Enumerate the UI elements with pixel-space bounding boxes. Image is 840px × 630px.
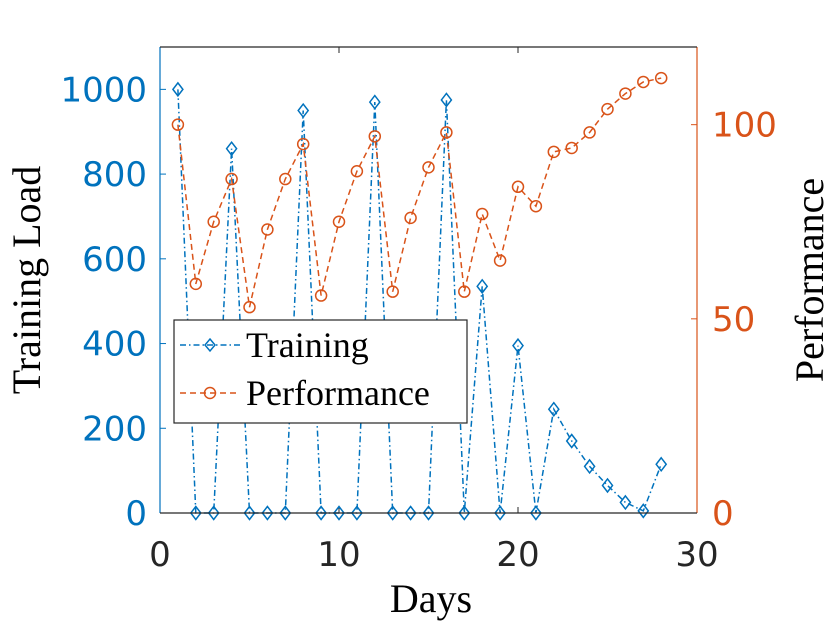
performance-point xyxy=(583,126,596,139)
training-point xyxy=(333,505,345,521)
performance-point xyxy=(529,199,543,213)
performance-point xyxy=(207,215,220,228)
training-point xyxy=(637,503,650,519)
training-point xyxy=(315,505,328,521)
performance-point xyxy=(493,254,507,267)
x-tick-label: 0 xyxy=(149,535,171,575)
legend-performance-label: Performance xyxy=(246,373,430,413)
performance-point xyxy=(404,211,417,225)
y-left-tick-label: 0 xyxy=(125,494,147,534)
y-left-tick-label: 200 xyxy=(82,409,147,449)
performance-point xyxy=(314,289,328,302)
training-point xyxy=(601,477,614,494)
training-point xyxy=(404,505,417,521)
training-point xyxy=(512,337,524,354)
y-left-tick-label: 1000 xyxy=(60,70,147,110)
training-point xyxy=(189,505,202,521)
performance-line xyxy=(177,77,662,308)
x-tick-label: 20 xyxy=(496,535,539,575)
y-axis-left-label: Training Load xyxy=(4,166,49,395)
performance-point xyxy=(565,141,578,155)
legend-performance-marker xyxy=(203,386,217,400)
performance-point xyxy=(440,126,453,139)
training-point xyxy=(440,92,453,108)
performance-point xyxy=(654,71,668,85)
training-point xyxy=(422,505,435,521)
performance-point xyxy=(243,300,256,314)
training-point xyxy=(619,494,632,511)
training-point xyxy=(583,458,596,475)
legend-training-marker xyxy=(204,337,216,353)
y-right-tick-label: 0 xyxy=(712,494,734,534)
y-right-tick-label: 50 xyxy=(712,300,755,340)
performance-point xyxy=(350,165,364,178)
legend-box xyxy=(173,319,468,424)
training-point xyxy=(350,505,363,521)
training-point xyxy=(565,433,578,449)
performance-point xyxy=(225,172,238,186)
performance-point xyxy=(279,172,292,186)
training-point xyxy=(494,505,507,521)
training-point xyxy=(207,505,220,521)
performance-point xyxy=(189,277,203,291)
training-point xyxy=(458,505,471,521)
performance-point xyxy=(458,285,471,298)
performance-point xyxy=(422,161,435,174)
training-point xyxy=(225,140,238,157)
series-layer xyxy=(171,71,668,521)
performance-point xyxy=(475,207,489,221)
legend-training-label: Training xyxy=(246,325,369,365)
training-point xyxy=(529,505,542,521)
y-right-tick-label: 100 xyxy=(712,106,777,146)
performance-point xyxy=(386,285,399,298)
training-point xyxy=(386,505,399,521)
training-point xyxy=(476,278,489,295)
performance-point xyxy=(619,87,632,100)
performance-point xyxy=(332,215,346,228)
performance-point xyxy=(601,102,614,116)
performance-point xyxy=(171,118,185,131)
performance-point xyxy=(296,137,310,151)
training-point xyxy=(547,401,560,417)
training-point xyxy=(297,102,310,119)
y-left-tick-label: 600 xyxy=(82,240,147,280)
training-point xyxy=(261,505,274,521)
y-axis-right-label: Performance xyxy=(787,178,832,382)
legend: Training Performance xyxy=(173,319,468,424)
training-point xyxy=(243,505,256,521)
performance-point xyxy=(547,145,561,159)
y-left-tick-label: 400 xyxy=(82,325,147,365)
training-point xyxy=(279,505,292,521)
performance-point xyxy=(511,180,525,194)
x-tick-label: 30 xyxy=(675,535,718,575)
training-point xyxy=(368,94,381,110)
y-left-tick-label: 800 xyxy=(82,155,147,195)
x-tick-label: 10 xyxy=(317,535,360,575)
performance-point xyxy=(261,223,274,236)
x-axis-label: Days xyxy=(390,576,472,621)
training-point xyxy=(655,456,668,473)
training-point xyxy=(171,81,184,98)
performance-point xyxy=(368,130,382,143)
performance-point xyxy=(637,75,650,89)
